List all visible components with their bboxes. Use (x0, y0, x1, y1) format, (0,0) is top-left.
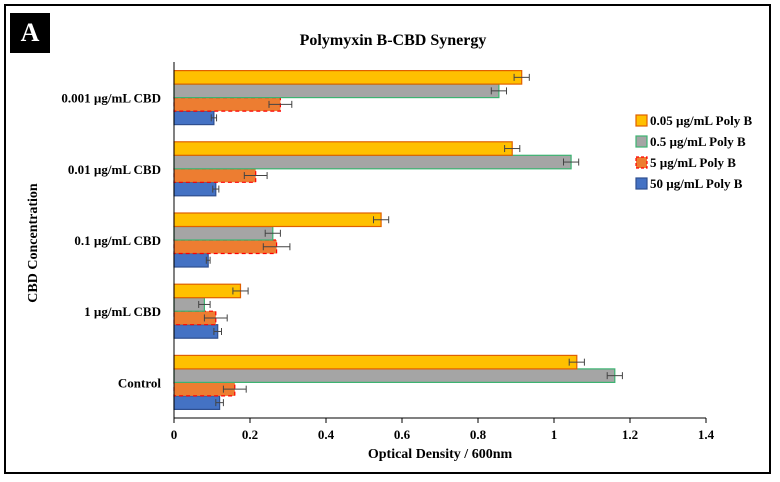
y-tick-label: 0.001 µg/mL CBD (61, 91, 161, 106)
error-bar-50-ug-ml-poly-b-0-001-ug-ml-cbd (210, 114, 218, 122)
error-bar-5-ug-ml-poly-b-0-1-ug-ml-cbd (262, 243, 291, 251)
bar-0-5-ug-ml-poly-b-control (173, 368, 616, 383)
x-tick-label: 1 (551, 427, 558, 442)
bar-0-5-ug-ml-poly-b-0-01-ug-ml-cbd (173, 154, 572, 170)
error-bar-0-05-ug-ml-poly-b-control (568, 358, 585, 366)
error-bar-0-05-ug-ml-poly-b-1-ug-ml-cbd (232, 287, 249, 295)
y-tick-label: 0.1 µg/mL CBD (74, 233, 161, 248)
axes-layer: Control 1 µg/mL CBD 0.1 µg/mL CBD 0.01 µg/m… (61, 62, 715, 442)
error-bar-0-5-ug-ml-poly-b-0-01-ug-ml-cbd (563, 158, 580, 166)
bar-0-05-ug-ml-poly-b-control (173, 354, 578, 370)
x-tick-label: 0 (171, 427, 178, 442)
error-bar-50-ug-ml-poly-b-control (215, 399, 224, 407)
bar-50-ug-ml-poly-b-0-001-ug-ml-cbd (173, 110, 215, 126)
legend-label-0-5-ug-ml-poly-b: 0.5 µg/mL Poly B (650, 134, 746, 149)
error-bar-0-05-ug-ml-poly-b-0-1-ug-ml-cbd (373, 216, 390, 224)
bar-5-ug-ml-poly-b-0-001-ug-ml-cbd (173, 96, 282, 112)
legend-label-5-ug-ml-poly-b: 5 µg/mL Poly B (650, 155, 736, 170)
x-tick-label: 0.8 (470, 427, 487, 442)
y-tick-label: 1 µg/mL CBD (84, 304, 161, 319)
bar-0-5-ug-ml-poly-b-0-1-ug-ml-cbd (173, 225, 274, 241)
error-bar-0-5-ug-ml-poly-b-0-1-ug-ml-cbd (264, 229, 281, 237)
bars-layer (173, 69, 623, 410)
bar-5-ug-ml-poly-b-1-ug-ml-cbd (173, 310, 217, 326)
x-tick-label: 0.6 (394, 427, 411, 442)
bar-50-ug-ml-poly-b-0-01-ug-ml-cbd (173, 181, 217, 197)
bar-0-05-ug-ml-poly-b-0-01-ug-ml-cbd (173, 141, 513, 156)
bar-0-05-ug-ml-poly-b-0-1-ug-ml-cbd (173, 212, 382, 228)
legend-swatch-0-5-ug-ml-poly-b (635, 135, 648, 148)
bar-50-ug-ml-poly-b-control (173, 395, 221, 410)
error-bar-0-5-ug-ml-poly-b-1-ug-ml-cbd (198, 300, 211, 308)
bar-50-ug-ml-poly-b-0-1-ug-ml-cbd (173, 252, 209, 268)
chart-title: Polymyxin B-CBD Synergy (300, 32, 487, 49)
legend-swatch-50-ug-ml-poly-b (635, 177, 648, 190)
x-axis-label: Optical Density / 600nm (368, 447, 513, 462)
error-bar-0-5-ug-ml-poly-b-control (606, 372, 623, 380)
error-bar-50-ug-ml-poly-b-0-1-ug-ml-cbd (205, 256, 211, 264)
legend-label-50-ug-ml-poly-b: 50 µg/mL Poly B (650, 176, 743, 191)
panel-label: A (10, 13, 50, 53)
x-tick-label: 1.4 (698, 427, 715, 442)
legend-swatch-5-ug-ml-poly-b (635, 156, 648, 169)
y-axis-label: CBD Concentration (26, 183, 41, 303)
error-bar-5-ug-ml-poly-b-1-ug-ml-cbd (203, 314, 228, 322)
error-bar-0-5-ug-ml-poly-b-0-001-ug-ml-cbd (490, 87, 507, 95)
bar-0-05-ug-ml-poly-b-0-001-ug-ml-cbd (173, 69, 523, 85)
error-bar-0-05-ug-ml-poly-b-0-001-ug-ml-cbd (513, 73, 530, 81)
bar-5-ug-ml-poly-b-0-01-ug-ml-cbd (173, 168, 257, 183)
bar-0-05-ug-ml-poly-b-1-ug-ml-cbd (173, 283, 242, 299)
bar-0-5-ug-ml-poly-b-0-001-ug-ml-cbd (173, 83, 500, 99)
legend: 0.05 µg/mL Poly B 0.5 µg/mL Poly B 5 µg/mL… (635, 113, 752, 191)
x-tick-label: 0.4 (318, 427, 335, 442)
x-tick-label: 0.2 (242, 427, 258, 442)
error-bar-5-ug-ml-poly-b-0-001-ug-ml-cbd (268, 100, 293, 108)
x-tick-label: 1.2 (622, 427, 638, 442)
y-tick-label: Control (118, 375, 161, 390)
bar-50-ug-ml-poly-b-1-ug-ml-cbd (173, 324, 219, 339)
error-bar-50-ug-ml-poly-b-0-01-ug-ml-cbd (212, 185, 220, 193)
bar-5-ug-ml-poly-b-0-1-ug-ml-cbd (173, 239, 278, 255)
error-bar-5-ug-ml-poly-b-control (222, 385, 247, 393)
error-bar-50-ug-ml-poly-b-1-ug-ml-cbd (213, 327, 222, 335)
y-tick-label: 0.01 µg/mL CBD (68, 162, 161, 177)
error-bar-0-05-ug-ml-poly-b-0-01-ug-ml-cbd (504, 145, 521, 153)
legend-swatch-0-05-ug-ml-poly-b (635, 114, 648, 127)
legend-label-0-05-ug-ml-poly-b: 0.05 µg/mL Poly B (650, 113, 752, 128)
error-bar-5-ug-ml-poly-b-0-01-ug-ml-cbd (243, 172, 268, 180)
